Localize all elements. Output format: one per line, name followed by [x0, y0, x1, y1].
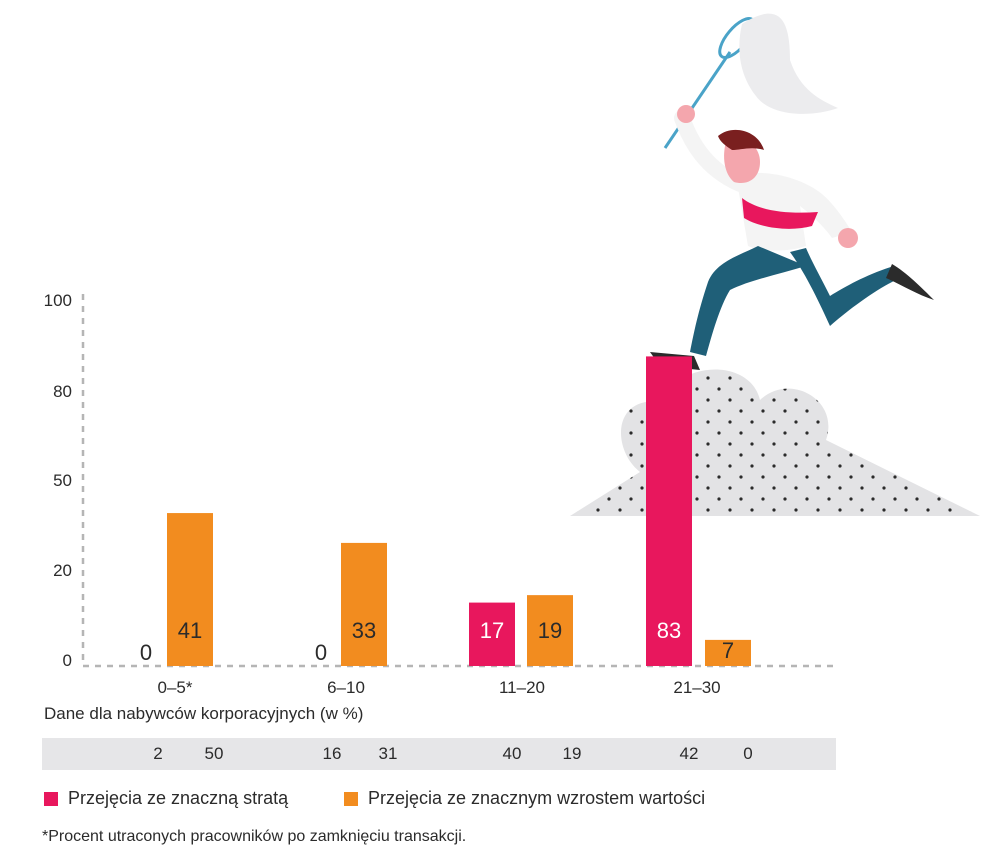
corporate-buyers-value: 19 [562, 744, 582, 763]
y-tick-label: 80 [53, 382, 72, 401]
y-tick-label: 0 [63, 651, 72, 670]
corporate-buyers-value: 16 [322, 744, 342, 763]
corporate-buyers-value: 31 [378, 744, 398, 763]
chart-area: 0 20 50 80 100 0 0 17 83 41 33 19 7 0–5* 6–10 11–20 21… [44, 13, 980, 697]
x-axis-categories: 0–5* 6–10 11–20 21–30 [158, 678, 721, 697]
legend-swatch-loss [44, 791, 58, 806]
legend-item-growth: Przejęcia ze znacznym wzrostem wartości [344, 788, 705, 809]
bar-growth [341, 542, 387, 666]
corporate-buyers-value: 2 [153, 744, 163, 763]
bar-value-label: 17 [480, 618, 504, 643]
legend-label-loss: Przejęcia ze znaczną stratą [68, 788, 289, 808]
y-axis-ticks: 0 20 50 80 100 [44, 291, 72, 670]
y-tick-label: 50 [53, 471, 72, 490]
bars: 0 0 17 83 41 33 19 7 [140, 356, 751, 666]
x-category-label: 6–10 [327, 678, 365, 697]
x-category-label: 21–30 [673, 678, 720, 697]
bar-loss [646, 356, 692, 666]
bar-value-label: 0 [315, 640, 327, 665]
bar-growth [705, 639, 751, 666]
y-tick-label: 20 [53, 561, 72, 580]
corporate-buyers-value: 50 [204, 744, 224, 763]
corporate-buyers-value: 0 [743, 744, 753, 763]
bar-loss [469, 602, 515, 666]
illustration [570, 13, 980, 516]
bar-value-label: 0 [140, 640, 152, 665]
bar-value-label: 7 [722, 638, 734, 663]
running-man-icon [650, 13, 934, 370]
corporate-buyers-band: 2 16 40 42 50 31 19 0 [42, 738, 836, 770]
footnote: *Procent utraconych pracowników po zamkn… [42, 828, 467, 845]
legend-swatch-growth [344, 791, 358, 806]
bar-value-label: 19 [538, 618, 562, 643]
corporate-buyers-value: 40 [502, 744, 522, 763]
bar-growth [527, 595, 573, 666]
corporate-buyers-value: 42 [679, 744, 699, 763]
bar-value-label: 83 [657, 618, 681, 643]
legend-item-loss: Przejęcia ze znaczną stratą [44, 788, 288, 809]
bar-value-label: 41 [178, 618, 202, 643]
x-category-label: 0–5* [158, 678, 193, 697]
bar-growth [167, 513, 213, 666]
legend-label-growth: Przejęcia ze znacznym wzrostem wartości [368, 788, 706, 808]
x-category-label: 11–20 [499, 678, 545, 697]
y-tick-label: 100 [44, 291, 72, 310]
bar-value-label: 33 [352, 618, 376, 643]
corporate-buyers-label: Dane dla nabywców korporacyjnych (w %) [44, 704, 364, 723]
